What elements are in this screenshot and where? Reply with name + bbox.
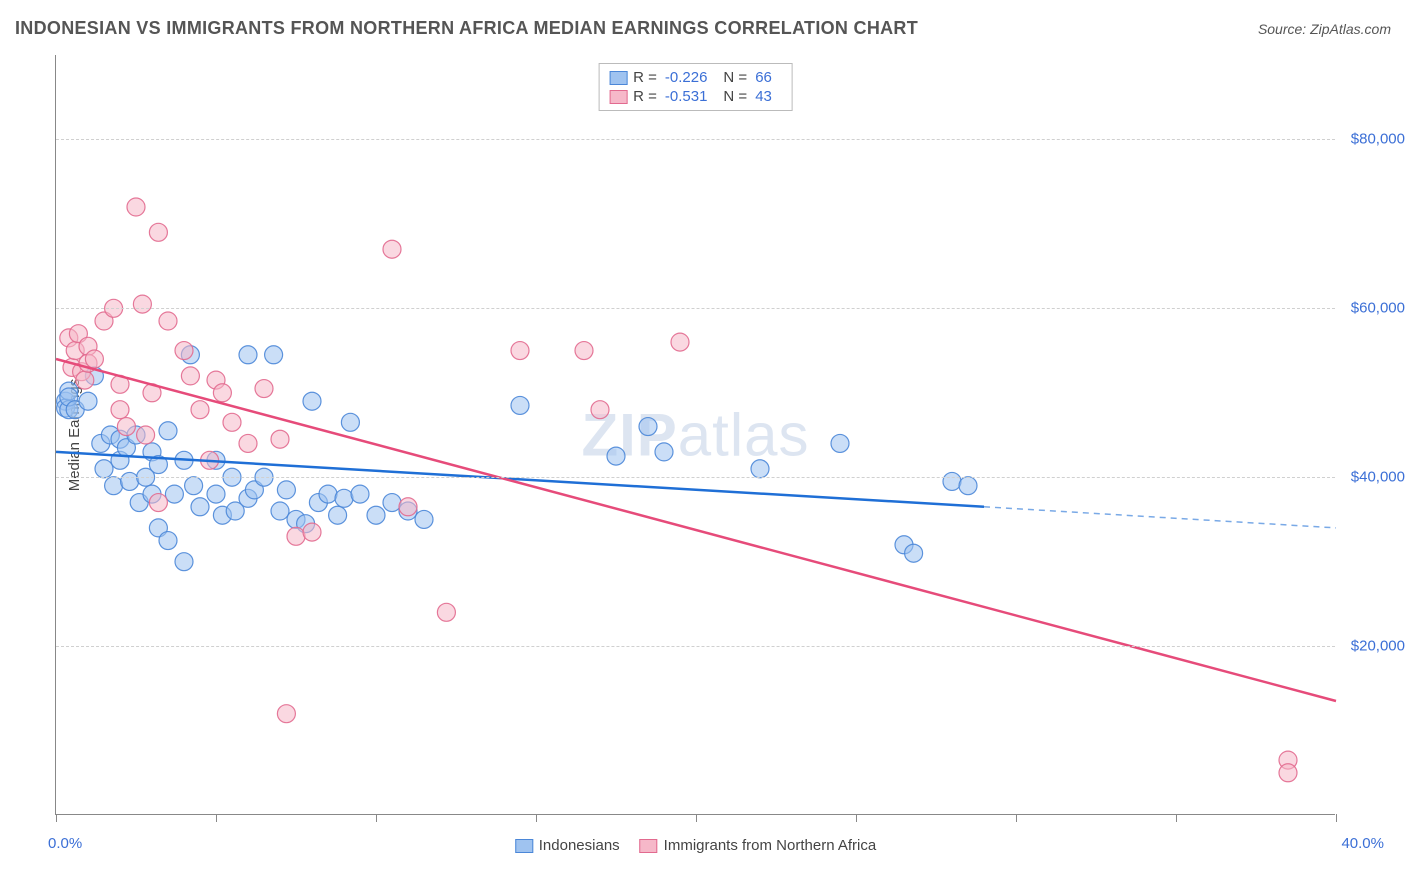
scatter-point [511, 396, 529, 414]
scatter-point [239, 434, 257, 452]
scatter-point [191, 401, 209, 419]
scatter-svg [56, 55, 1335, 814]
scatter-point [831, 434, 849, 452]
scatter-point [265, 346, 283, 364]
scatter-point [287, 527, 305, 545]
scatter-point [277, 705, 295, 723]
scatter-point [223, 413, 241, 431]
scatter-point [76, 371, 94, 389]
plot-area: Median Earnings ZIPatlas R =-0.226N =66R… [55, 55, 1335, 815]
scatter-point [905, 544, 923, 562]
scatter-point [415, 510, 433, 528]
scatter-point [213, 384, 231, 402]
legend-label: Immigrants from Northern Africa [664, 837, 877, 854]
series-legend: Indonesians Immigrants from Northern Afri… [515, 837, 876, 854]
gridline [56, 308, 1335, 309]
scatter-point [121, 472, 139, 490]
scatter-point [149, 223, 167, 241]
x-tick [696, 814, 697, 822]
gridline [56, 477, 1335, 478]
scatter-point [575, 342, 593, 360]
legend-label: Indonesians [539, 837, 620, 854]
scatter-point [95, 460, 113, 478]
scatter-point [105, 477, 123, 495]
x-tick [56, 814, 57, 822]
scatter-point [111, 401, 129, 419]
source-label: Source: ZipAtlas.com [1258, 21, 1391, 37]
y-tick-label: $80,000 [1345, 131, 1405, 148]
scatter-point [191, 498, 209, 516]
scatter-point [383, 240, 401, 258]
legend-item: Immigrants from Northern Africa [640, 837, 877, 854]
scatter-point [165, 485, 183, 503]
scatter-point [959, 477, 977, 495]
x-tick [1176, 814, 1177, 822]
x-tick [856, 814, 857, 822]
trend-line [56, 359, 1336, 701]
scatter-point [367, 506, 385, 524]
chart-title: INDONESIAN VS IMMIGRANTS FROM NORTHERN A… [15, 18, 918, 39]
scatter-point [127, 198, 145, 216]
gridline [56, 646, 1335, 647]
gridline [56, 139, 1335, 140]
scatter-point [399, 498, 417, 516]
x-tick [216, 814, 217, 822]
scatter-point [335, 489, 353, 507]
scatter-point [1279, 764, 1297, 782]
scatter-point [137, 426, 155, 444]
scatter-point [351, 485, 369, 503]
scatter-point [271, 430, 289, 448]
scatter-point [319, 485, 337, 503]
y-tick-label: $20,000 [1345, 638, 1405, 655]
scatter-point [79, 392, 97, 410]
legend-swatch [515, 839, 533, 853]
x-tick [536, 814, 537, 822]
scatter-point [303, 523, 321, 541]
scatter-point [181, 367, 199, 385]
scatter-point [185, 477, 203, 495]
scatter-point [329, 506, 347, 524]
scatter-point [159, 312, 177, 330]
scatter-point [175, 553, 193, 571]
y-tick-label: $60,000 [1345, 300, 1405, 317]
scatter-point [207, 485, 225, 503]
scatter-point [255, 380, 273, 398]
scatter-point [671, 333, 689, 351]
x-tick [1336, 814, 1337, 822]
scatter-point [655, 443, 673, 461]
scatter-point [239, 346, 257, 364]
scatter-point [437, 603, 455, 621]
scatter-point [591, 401, 609, 419]
scatter-point [639, 418, 657, 436]
legend-swatch [640, 839, 658, 853]
scatter-point [159, 532, 177, 550]
scatter-point [943, 472, 961, 490]
scatter-point [341, 413, 359, 431]
scatter-point [271, 502, 289, 520]
legend-item: Indonesians [515, 837, 620, 854]
x-start-label: 0.0% [48, 835, 82, 852]
x-end-label: 40.0% [1341, 835, 1384, 852]
x-tick [1016, 814, 1017, 822]
scatter-point [383, 494, 401, 512]
scatter-point [175, 342, 193, 360]
scatter-point [149, 494, 167, 512]
scatter-point [751, 460, 769, 478]
y-tick-label: $40,000 [1345, 469, 1405, 486]
scatter-point [117, 418, 135, 436]
scatter-point [511, 342, 529, 360]
scatter-point [133, 295, 151, 313]
scatter-point [85, 350, 103, 368]
trend-line-extrapolated [984, 507, 1336, 528]
x-tick [376, 814, 377, 822]
scatter-point [159, 422, 177, 440]
scatter-point [607, 447, 625, 465]
scatter-point [277, 481, 295, 499]
scatter-point [303, 392, 321, 410]
